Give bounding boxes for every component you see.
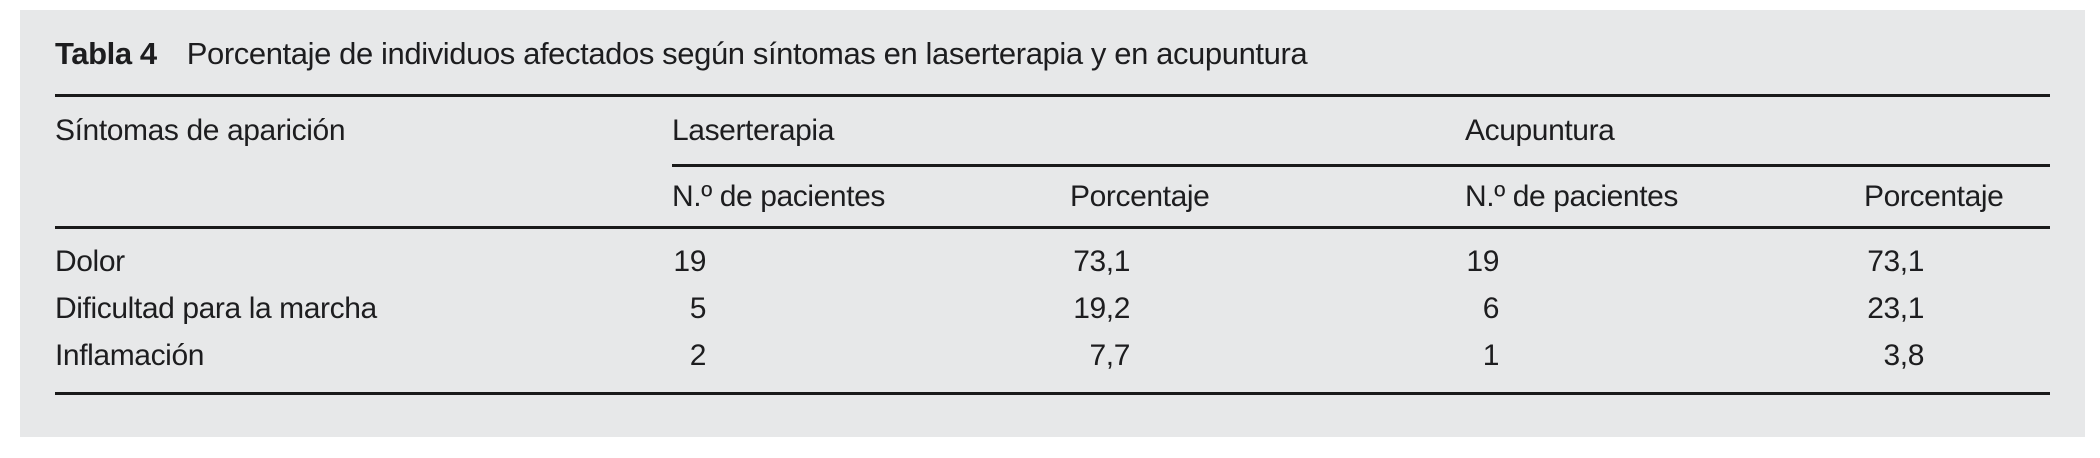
laser-n-cell: 2 bbox=[672, 332, 1070, 379]
value: 19 bbox=[673, 245, 706, 278]
value: 19 bbox=[1466, 245, 1499, 278]
table-content: Tabla 4 Porcentaje de individuos afectado… bbox=[55, 10, 2050, 395]
value: 5 bbox=[689, 292, 707, 325]
acu-n-cell: 6 bbox=[1465, 285, 1864, 332]
subheader-empty bbox=[55, 164, 672, 226]
symptom-cell: Inflamación bbox=[55, 339, 205, 372]
subheader-laser-pct: Porcentaje bbox=[1070, 180, 1210, 213]
laser-n-cell: 5 bbox=[672, 285, 1070, 332]
laser-pct-cell: 19,2 bbox=[1070, 285, 1465, 332]
table-row: Dificultad para la marcha 5 19,2 6 23,1 bbox=[55, 285, 2050, 332]
value: 73,1 bbox=[1867, 245, 1924, 278]
value: 1 bbox=[1482, 339, 1500, 372]
symptom-cell: Dificultad para la marcha bbox=[55, 292, 377, 325]
subheader-acu-n: N.º de pacientes bbox=[1465, 180, 1679, 213]
table-group-header-row: Síntomas de aparición Laserterapia Acupu… bbox=[55, 94, 2050, 167]
acu-pct-cell: 3,8 bbox=[1864, 332, 2050, 379]
laser-pct-cell: 7,7 bbox=[1070, 332, 1465, 379]
acu-n-cell: 19 bbox=[1465, 238, 1864, 285]
symptom-cell: Dolor bbox=[55, 245, 125, 278]
laser-n-cell: 19 bbox=[672, 238, 1070, 285]
value: 6 bbox=[1482, 292, 1500, 325]
value: 73,1 bbox=[1073, 245, 1130, 278]
table-row: Dolor 19 73,1 19 73,1 bbox=[55, 238, 2050, 285]
table-caption-text: Porcentaje de individuos afectados según… bbox=[186, 36, 1308, 71]
value: 23,1 bbox=[1867, 292, 1924, 325]
group-header-acupuntura: Acupuntura bbox=[1465, 114, 1615, 147]
table-row: Inflamación 2 7,7 1 3,8 bbox=[55, 332, 2050, 379]
group-header-laserterapia: Laserterapia bbox=[672, 114, 834, 147]
group-spanner-rule: Laserterapia Acupuntura bbox=[672, 97, 2050, 167]
laser-pct-cell: 73,1 bbox=[1070, 238, 1465, 285]
table-panel: Tabla 4 Porcentaje de individuos afectado… bbox=[20, 10, 2085, 437]
acu-pct-cell: 23,1 bbox=[1864, 285, 2050, 332]
value: 19,2 bbox=[1073, 292, 1130, 325]
subheader-acu-pct: Porcentaje bbox=[1864, 180, 2004, 213]
value: 7,7 bbox=[1089, 339, 1130, 372]
acu-pct-cell: 73,1 bbox=[1864, 238, 2050, 285]
value: 3,8 bbox=[1883, 339, 1924, 372]
subheader-laser-n: N.º de pacientes bbox=[672, 180, 886, 213]
table-subheader-row: N.º de pacientes Porcentaje N.º de pacie… bbox=[55, 164, 2050, 229]
table-caption: Tabla 4 Porcentaje de individuos afectado… bbox=[55, 10, 2050, 94]
table-label: Tabla 4 bbox=[55, 36, 157, 71]
table-body: Dolor 19 73,1 19 73,1 Dificultad para la… bbox=[55, 229, 2050, 395]
acu-n-cell: 1 bbox=[1465, 332, 1864, 379]
stub-header: Síntomas de aparición bbox=[55, 114, 346, 147]
value: 2 bbox=[689, 339, 707, 372]
